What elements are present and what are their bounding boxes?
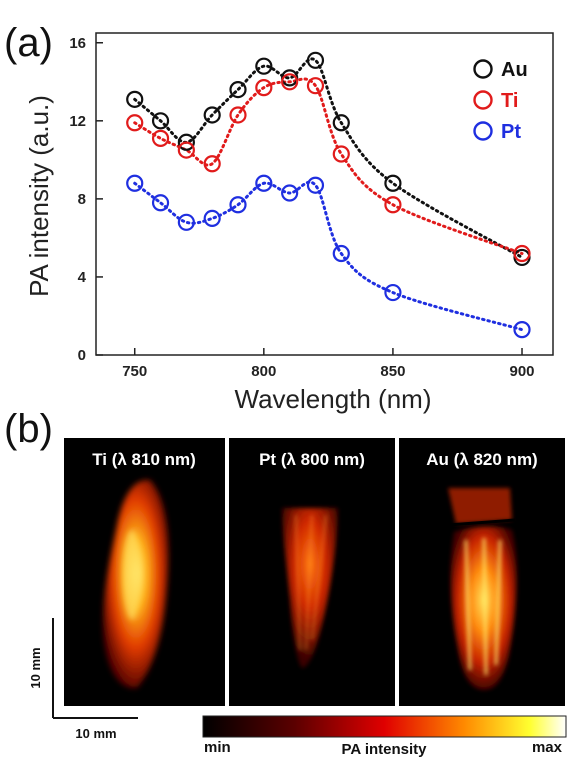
data-point-au bbox=[255, 57, 273, 75]
data-point-ti bbox=[281, 73, 299, 91]
data-point-ti bbox=[255, 79, 273, 97]
image-ti-title: Ti (λ 810 nm) bbox=[92, 450, 196, 469]
legend-marker-ti bbox=[473, 90, 493, 110]
data-point-ti bbox=[332, 145, 350, 163]
data-point-au bbox=[177, 133, 195, 151]
panel-b-label: (b) bbox=[4, 407, 53, 451]
scale-bar-vertical-label: 10 mm bbox=[28, 647, 43, 688]
x-tick-label: 800 bbox=[251, 363, 276, 380]
x-tick-label: 900 bbox=[510, 363, 535, 380]
legend-label-ti: Ti bbox=[501, 90, 518, 112]
data-point-ti bbox=[513, 244, 531, 263]
data-point-ti bbox=[177, 141, 195, 159]
data-point-pt bbox=[126, 174, 144, 192]
au-dark-band bbox=[447, 518, 516, 527]
y-tick-label: 12 bbox=[69, 113, 86, 130]
colorbar-max-label: max bbox=[532, 739, 563, 756]
y-tick-label: 4 bbox=[78, 269, 87, 286]
series-lines bbox=[133, 57, 524, 332]
image-au: Au (λ 820 nm) bbox=[399, 438, 565, 706]
y-tick-label: 8 bbox=[78, 191, 86, 208]
colorbar: min PA intensity max bbox=[202, 715, 567, 758]
data-point-pt bbox=[177, 213, 195, 231]
au-upper-region bbox=[448, 488, 512, 524]
data-point-ti bbox=[151, 129, 170, 147]
x-axis-title: Wavelength (nm) bbox=[235, 384, 432, 414]
legend-label-au: Au bbox=[501, 59, 528, 81]
data-point-au bbox=[384, 174, 402, 192]
data-point-au bbox=[126, 90, 144, 108]
y-tick-label: 0 bbox=[78, 347, 86, 364]
data-point-ti bbox=[229, 106, 247, 124]
legend-marker-pt bbox=[473, 121, 493, 141]
legend-label-pt: Pt bbox=[501, 121, 521, 143]
line-chart: 750 800 850 900 0 4 8 12 16 Au Ti Pt Wavelength (n… bbox=[24, 32, 554, 414]
data-point-pt bbox=[255, 174, 273, 192]
data-point-au bbox=[306, 51, 325, 69]
data-point-ti bbox=[203, 155, 221, 173]
data-point-pt bbox=[306, 176, 325, 194]
series-points bbox=[126, 51, 531, 339]
data-point-pt bbox=[332, 244, 350, 263]
data-point-ti bbox=[126, 114, 144, 132]
scale-bar: 10 mm 10 mm bbox=[28, 618, 138, 741]
au-fiber-streaks bbox=[464, 537, 502, 676]
pt-fiber-streaks bbox=[295, 514, 327, 651]
data-point-pt bbox=[229, 196, 247, 214]
data-point-au bbox=[229, 80, 247, 99]
data-point-ti bbox=[306, 77, 325, 95]
panel-a-label: (a) bbox=[4, 21, 53, 65]
colorbar-title: PA intensity bbox=[341, 741, 427, 758]
series-line-au bbox=[133, 57, 524, 259]
plot-frame bbox=[95, 32, 554, 356]
image-pt: Pt (λ 800 nm) bbox=[229, 438, 395, 706]
data-point-au bbox=[332, 114, 350, 132]
data-point-pt bbox=[513, 321, 531, 339]
x-tick-label: 750 bbox=[122, 363, 147, 380]
colorbar-min-label: min bbox=[204, 739, 231, 756]
axis-ticks: 750 800 850 900 0 4 8 12 16 bbox=[69, 35, 534, 380]
legend-marker-au bbox=[473, 59, 493, 79]
image-pt-title: Pt (λ 800 nm) bbox=[259, 450, 365, 469]
colorbar-gradient bbox=[202, 715, 567, 738]
ti-hotspot bbox=[123, 530, 141, 620]
y-axis-title: PA intensity (a.u.) bbox=[24, 95, 54, 297]
image-au-title: Au (λ 820 nm) bbox=[426, 450, 537, 469]
data-point-ti bbox=[384, 196, 402, 214]
data-point-pt bbox=[151, 194, 170, 212]
data-point-pt bbox=[281, 184, 299, 202]
y-tick-label: 16 bbox=[69, 35, 86, 52]
series-line-pt bbox=[133, 180, 524, 332]
scale-bar-horizontal-label: 10 mm bbox=[75, 726, 116, 741]
x-tick-label: 850 bbox=[380, 363, 405, 380]
data-point-au bbox=[151, 112, 170, 130]
data-point-pt bbox=[203, 209, 221, 227]
data-point-pt bbox=[384, 283, 402, 302]
legend: Au Ti Pt bbox=[473, 59, 528, 143]
image-ti: Ti (λ 810 nm) bbox=[64, 438, 225, 706]
data-point-au bbox=[203, 106, 221, 124]
